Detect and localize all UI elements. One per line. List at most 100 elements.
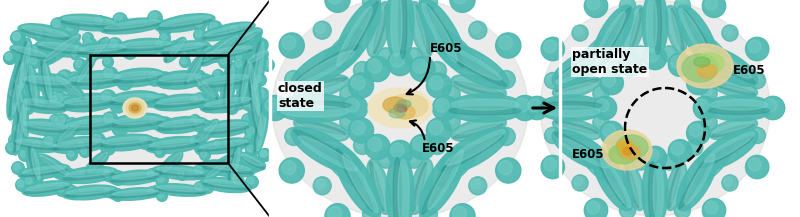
Ellipse shape xyxy=(682,54,718,82)
Ellipse shape xyxy=(83,38,98,52)
Ellipse shape xyxy=(65,191,115,197)
Ellipse shape xyxy=(368,59,382,73)
Ellipse shape xyxy=(378,48,395,66)
Ellipse shape xyxy=(62,96,70,104)
Ellipse shape xyxy=(409,2,434,57)
Ellipse shape xyxy=(11,31,26,45)
Ellipse shape xyxy=(62,116,120,135)
Ellipse shape xyxy=(34,174,40,180)
Ellipse shape xyxy=(227,103,234,110)
Ellipse shape xyxy=(30,46,38,54)
Ellipse shape xyxy=(643,214,666,217)
Ellipse shape xyxy=(95,17,102,24)
Ellipse shape xyxy=(155,14,215,32)
Ellipse shape xyxy=(250,52,258,60)
Ellipse shape xyxy=(195,20,202,27)
Ellipse shape xyxy=(679,155,710,209)
Ellipse shape xyxy=(579,146,617,184)
Ellipse shape xyxy=(237,58,251,105)
Ellipse shape xyxy=(256,39,268,51)
Ellipse shape xyxy=(65,170,72,177)
Ellipse shape xyxy=(206,158,232,178)
Ellipse shape xyxy=(553,76,601,98)
Ellipse shape xyxy=(221,62,236,108)
Ellipse shape xyxy=(258,149,271,161)
Ellipse shape xyxy=(77,140,87,150)
Ellipse shape xyxy=(198,121,218,142)
Ellipse shape xyxy=(345,42,395,78)
Ellipse shape xyxy=(454,77,502,92)
Ellipse shape xyxy=(202,101,252,110)
Ellipse shape xyxy=(686,140,702,156)
Ellipse shape xyxy=(75,57,94,84)
Ellipse shape xyxy=(129,103,141,113)
Ellipse shape xyxy=(709,107,770,115)
Ellipse shape xyxy=(653,163,663,217)
Ellipse shape xyxy=(146,187,158,197)
Ellipse shape xyxy=(214,141,220,147)
Ellipse shape xyxy=(337,7,372,66)
Ellipse shape xyxy=(113,190,120,197)
Ellipse shape xyxy=(14,38,32,95)
Ellipse shape xyxy=(441,33,478,70)
Ellipse shape xyxy=(65,118,79,132)
Ellipse shape xyxy=(416,163,431,209)
Ellipse shape xyxy=(584,199,608,217)
Ellipse shape xyxy=(498,36,513,50)
Ellipse shape xyxy=(102,92,110,101)
Ellipse shape xyxy=(683,10,715,63)
Ellipse shape xyxy=(626,164,638,207)
Ellipse shape xyxy=(13,46,46,56)
Ellipse shape xyxy=(626,10,638,51)
Ellipse shape xyxy=(118,45,172,51)
Ellipse shape xyxy=(39,34,81,66)
Ellipse shape xyxy=(419,0,466,70)
Ellipse shape xyxy=(665,162,687,210)
Ellipse shape xyxy=(442,113,460,131)
Ellipse shape xyxy=(383,97,407,113)
Ellipse shape xyxy=(114,116,161,124)
Ellipse shape xyxy=(315,23,326,33)
Ellipse shape xyxy=(328,206,342,217)
Ellipse shape xyxy=(496,33,521,58)
Ellipse shape xyxy=(646,149,659,162)
Ellipse shape xyxy=(108,188,162,200)
Ellipse shape xyxy=(87,37,109,62)
Ellipse shape xyxy=(9,61,21,117)
Ellipse shape xyxy=(254,42,264,90)
Ellipse shape xyxy=(451,117,506,141)
Ellipse shape xyxy=(4,52,16,64)
Ellipse shape xyxy=(45,53,55,63)
Ellipse shape xyxy=(426,73,451,98)
Ellipse shape xyxy=(751,129,760,138)
Ellipse shape xyxy=(690,74,702,87)
Ellipse shape xyxy=(279,33,304,58)
Ellipse shape xyxy=(587,201,600,214)
Ellipse shape xyxy=(257,104,266,151)
Ellipse shape xyxy=(690,124,702,137)
Ellipse shape xyxy=(17,99,26,150)
Ellipse shape xyxy=(197,74,213,90)
Ellipse shape xyxy=(65,169,114,177)
Ellipse shape xyxy=(679,8,710,59)
Ellipse shape xyxy=(291,127,362,174)
Ellipse shape xyxy=(365,207,374,217)
Ellipse shape xyxy=(66,22,74,30)
Ellipse shape xyxy=(236,32,260,46)
Ellipse shape xyxy=(257,40,264,47)
Ellipse shape xyxy=(108,38,122,52)
Ellipse shape xyxy=(12,102,21,110)
Ellipse shape xyxy=(241,154,262,166)
Ellipse shape xyxy=(697,64,717,78)
Ellipse shape xyxy=(642,158,668,217)
Ellipse shape xyxy=(354,136,371,155)
Ellipse shape xyxy=(118,76,128,85)
Ellipse shape xyxy=(146,94,154,102)
Ellipse shape xyxy=(123,98,147,118)
Ellipse shape xyxy=(416,5,430,55)
Ellipse shape xyxy=(609,141,618,150)
Ellipse shape xyxy=(557,125,598,138)
Ellipse shape xyxy=(51,116,57,122)
Ellipse shape xyxy=(247,177,254,184)
Ellipse shape xyxy=(600,71,623,95)
